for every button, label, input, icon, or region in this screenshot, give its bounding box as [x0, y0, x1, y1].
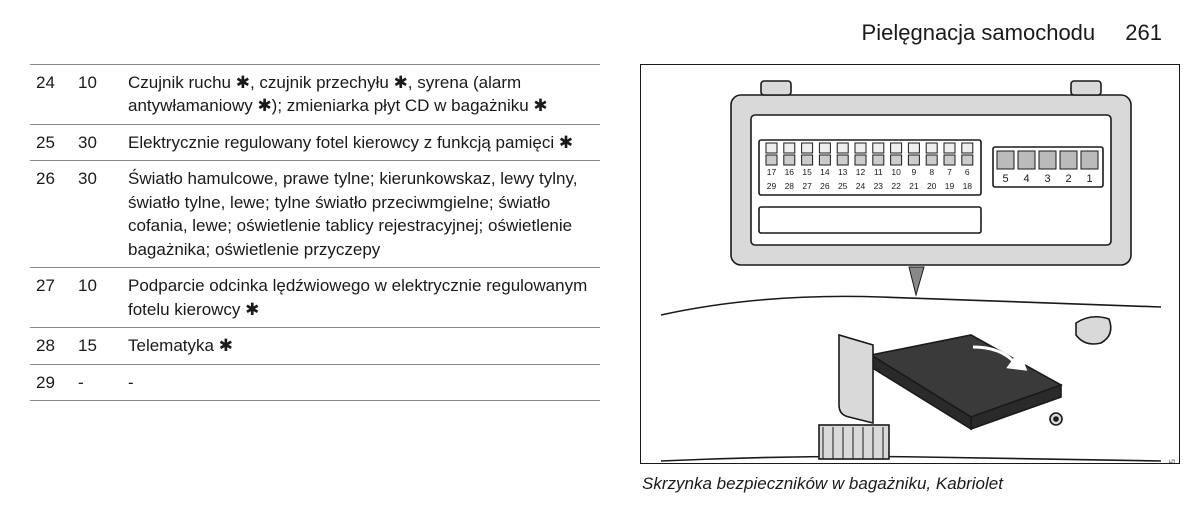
- svg-text:18: 18: [963, 181, 973, 191]
- svg-text:19: 19: [945, 181, 955, 191]
- table-row: 2815Telematyka ✱: [30, 328, 600, 364]
- fuse-amperage: -: [72, 364, 122, 400]
- fuse-description: Czujnik ruchu ✱, czujnik przechyłu ✱, sy…: [122, 65, 600, 125]
- svg-text:25: 25: [838, 181, 848, 191]
- image-code: IB3035: [1168, 458, 1177, 464]
- fuse-number: 24: [30, 65, 72, 125]
- svg-text:8: 8: [929, 167, 934, 177]
- svg-text:3: 3: [1044, 173, 1050, 185]
- fuse-description: Telematyka ✱: [122, 328, 600, 364]
- svg-text:26: 26: [820, 181, 830, 191]
- fuse-amperage: 30: [72, 161, 122, 268]
- table-row: 29--: [30, 364, 600, 400]
- fuse-number: 28: [30, 328, 72, 364]
- fuse-number: 27: [30, 268, 72, 328]
- svg-text:9: 9: [912, 167, 917, 177]
- diagram-caption: Skrzynka bezpieczników w bagażniku, Kabr…: [640, 474, 1180, 494]
- fuse-number: 26: [30, 161, 72, 268]
- fuse-description: Światło hamulcowe, prawe tylne; kierunko…: [122, 161, 600, 268]
- svg-text:2: 2: [1065, 173, 1071, 185]
- svg-text:4: 4: [1023, 173, 1029, 185]
- fuse-description: -: [122, 364, 600, 400]
- svg-text:12: 12: [856, 167, 866, 177]
- fuse-description: Elektrycznie regulowany fotel kierowcy z…: [122, 124, 600, 160]
- svg-text:11: 11: [874, 167, 883, 177]
- fuse-description: Podparcie odcinka lędźwiowego w elektryc…: [122, 268, 600, 328]
- svg-text:10: 10: [891, 167, 901, 177]
- svg-text:20: 20: [927, 181, 937, 191]
- svg-text:28: 28: [785, 181, 795, 191]
- fusebox-diagram: 17161514131211109876 2928272625242322212…: [640, 64, 1180, 464]
- fuse-amperage: 10: [72, 268, 122, 328]
- table-row: 2530Elektrycznie regulowany fotel kierow…: [30, 124, 600, 160]
- svg-text:29: 29: [767, 181, 777, 191]
- svg-text:13: 13: [838, 167, 848, 177]
- svg-text:24: 24: [856, 181, 866, 191]
- svg-text:7: 7: [947, 167, 952, 177]
- fuse-amperage: 15: [72, 328, 122, 364]
- svg-text:17: 17: [767, 167, 777, 177]
- section-title: Pielęgnacja samochodu: [862, 20, 1096, 45]
- svg-text:21: 21: [909, 181, 919, 191]
- page-number: 261: [1125, 20, 1162, 45]
- fuse-amperage: 30: [72, 124, 122, 160]
- svg-text:6: 6: [965, 167, 970, 177]
- fuse-table: 2410Czujnik ruchu ✱, czujnik przechyłu ✱…: [30, 64, 600, 401]
- svg-text:1: 1: [1086, 173, 1092, 185]
- svg-text:16: 16: [785, 167, 795, 177]
- fuse-amperage: 10: [72, 65, 122, 125]
- table-row: 2630Światło hamulcowe, prawe tylne; kier…: [30, 161, 600, 268]
- fuse-number: 29: [30, 364, 72, 400]
- fuse-number: 25: [30, 124, 72, 160]
- svg-text:23: 23: [874, 181, 884, 191]
- svg-text:22: 22: [891, 181, 901, 191]
- svg-text:14: 14: [820, 167, 830, 177]
- table-row: 2710Podparcie odcinka lędźwiowego w elek…: [30, 268, 600, 328]
- svg-text:27: 27: [802, 181, 812, 191]
- table-row: 2410Czujnik ruchu ✱, czujnik przechyłu ✱…: [30, 65, 600, 125]
- svg-text:15: 15: [802, 167, 812, 177]
- svg-text:5: 5: [1002, 173, 1008, 185]
- page-header: Pielęgnacja samochodu 261: [30, 20, 1170, 46]
